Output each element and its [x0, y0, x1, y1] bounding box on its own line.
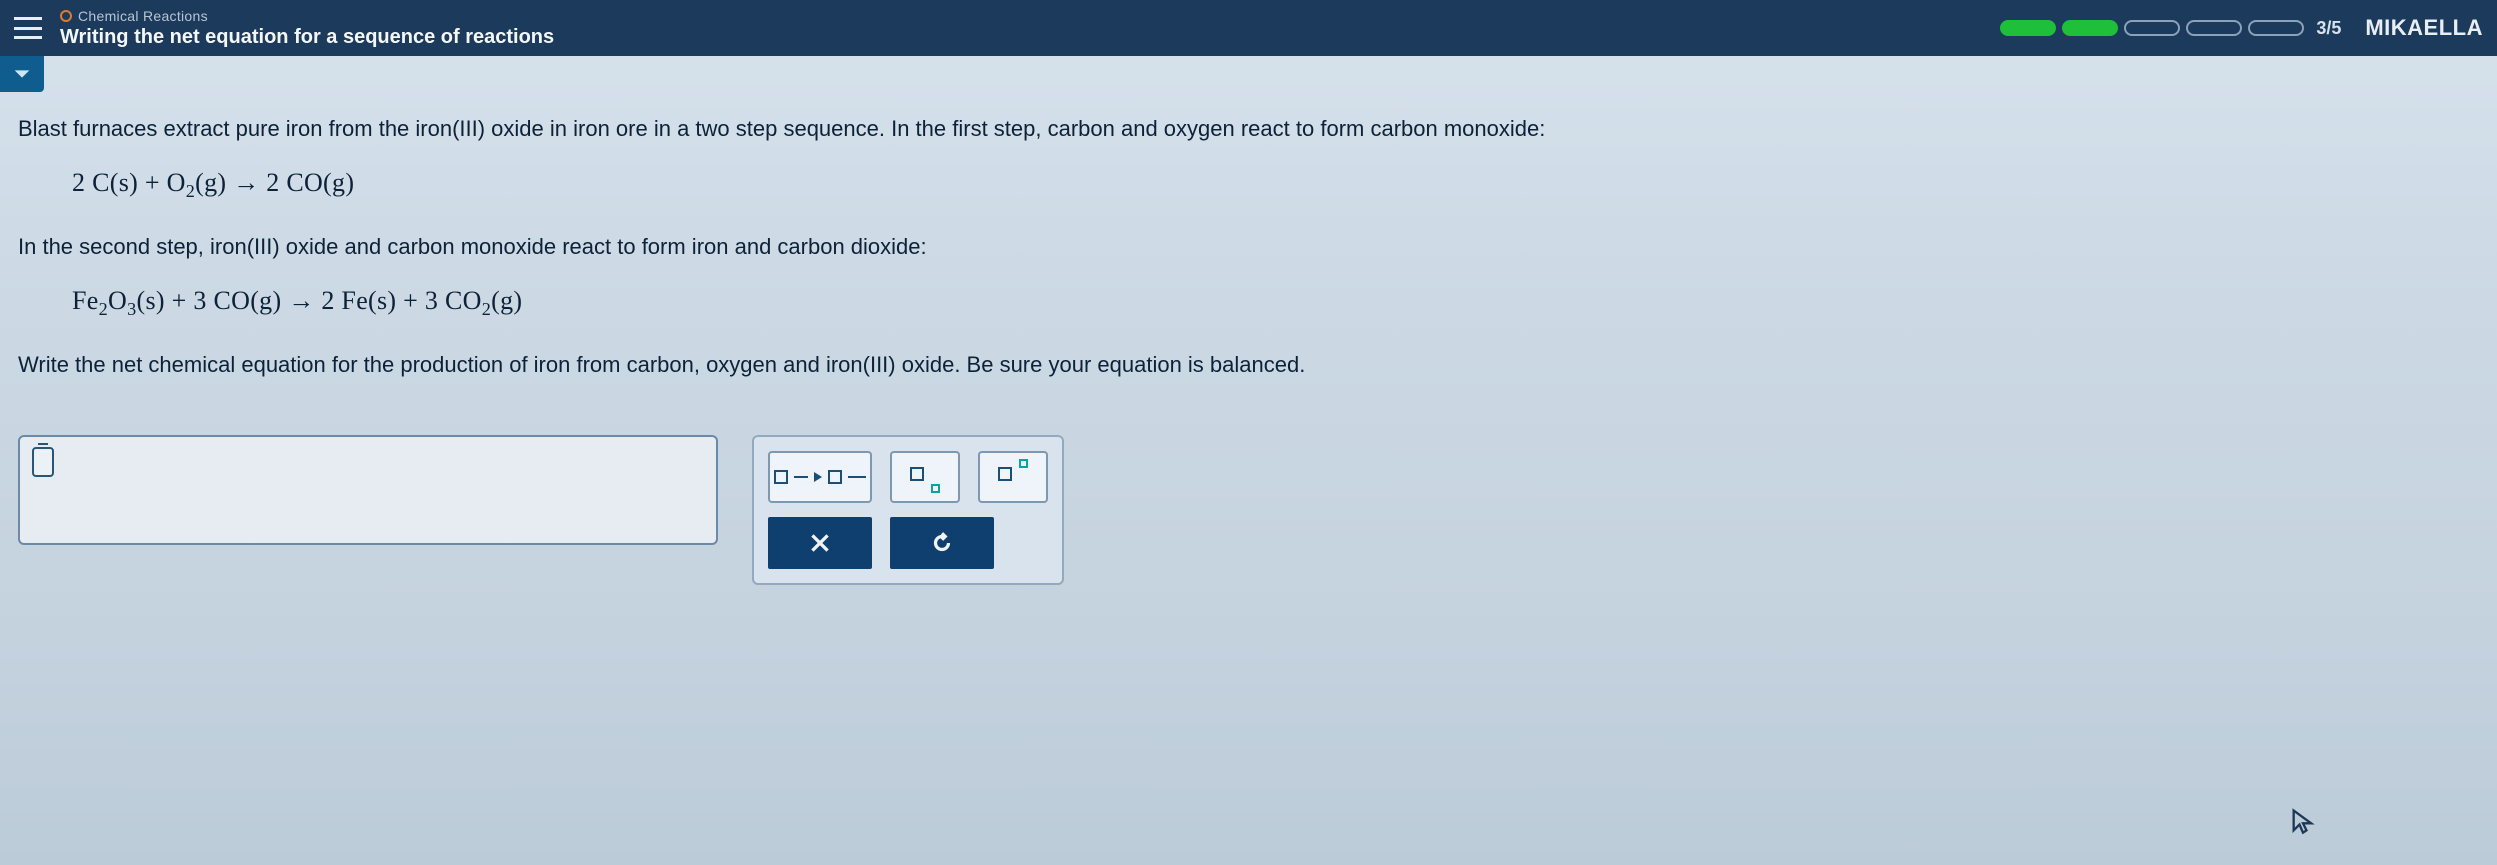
reset-button[interactable] — [890, 517, 994, 569]
tool-row-symbols — [768, 451, 1048, 503]
box-icon — [1019, 459, 1028, 468]
progress-pill — [2000, 20, 2056, 36]
input-placeholder-icon — [32, 447, 54, 477]
progress-pill — [2062, 20, 2118, 36]
box-icon — [931, 484, 940, 493]
box-icon — [774, 470, 788, 484]
tool-row-actions — [768, 517, 1048, 569]
answer-row — [18, 435, 2479, 585]
undo-icon — [929, 530, 955, 556]
problem-mid: In the second step, iron(III) oxide and … — [18, 232, 2479, 262]
header-right: 3/5 MIKAELLA — [2000, 15, 2483, 41]
equation-2: Fe2O3(s) + 3 CO(g) → 2 Fe(s) + 3 CO2(g) — [72, 286, 2479, 320]
progress-text: 3/5 — [2316, 18, 2341, 39]
superscript-button[interactable] — [978, 451, 1048, 503]
clear-button[interactable] — [768, 517, 872, 569]
module-dot-icon — [60, 10, 72, 22]
box-icon — [998, 467, 1012, 481]
box-icon — [910, 467, 924, 481]
close-icon — [807, 530, 833, 556]
problem-content: Blast furnaces extract pure iron from th… — [0, 92, 2497, 615]
problem-prompt: Write the net chemical equation for the … — [18, 350, 2479, 380]
cursor-icon — [2289, 807, 2317, 835]
progress-pills: 3/5 — [2000, 18, 2341, 39]
app-header: Chemical Reactions Writing the net equat… — [0, 0, 2497, 56]
collapse-tab[interactable] — [0, 56, 44, 92]
header-titles: Chemical Reactions Writing the net equat… — [60, 8, 554, 49]
progress-pill — [2186, 20, 2242, 36]
progress-pill — [2124, 20, 2180, 36]
user-name: MIKAELLA — [2365, 15, 2483, 41]
chevron-down-icon — [11, 63, 33, 85]
module-label: Chemical Reactions — [60, 8, 554, 24]
lesson-title: Writing the net equation for a sequence … — [60, 26, 554, 49]
subscript-button[interactable] — [890, 451, 960, 503]
box-icon — [828, 470, 842, 484]
menu-icon[interactable] — [14, 17, 42, 39]
progress-pill — [2248, 20, 2304, 36]
equation-input[interactable] — [18, 435, 718, 545]
equation-1: 2 C(s) + O2(g) → 2 CO(g) — [72, 168, 2479, 202]
reaction-arrow-button[interactable] — [768, 451, 872, 503]
tool-panel — [752, 435, 1064, 585]
module-label-text: Chemical Reactions — [78, 8, 208, 24]
problem-intro: Blast furnaces extract pure iron from th… — [18, 114, 2479, 144]
arrow-icon — [814, 472, 822, 482]
